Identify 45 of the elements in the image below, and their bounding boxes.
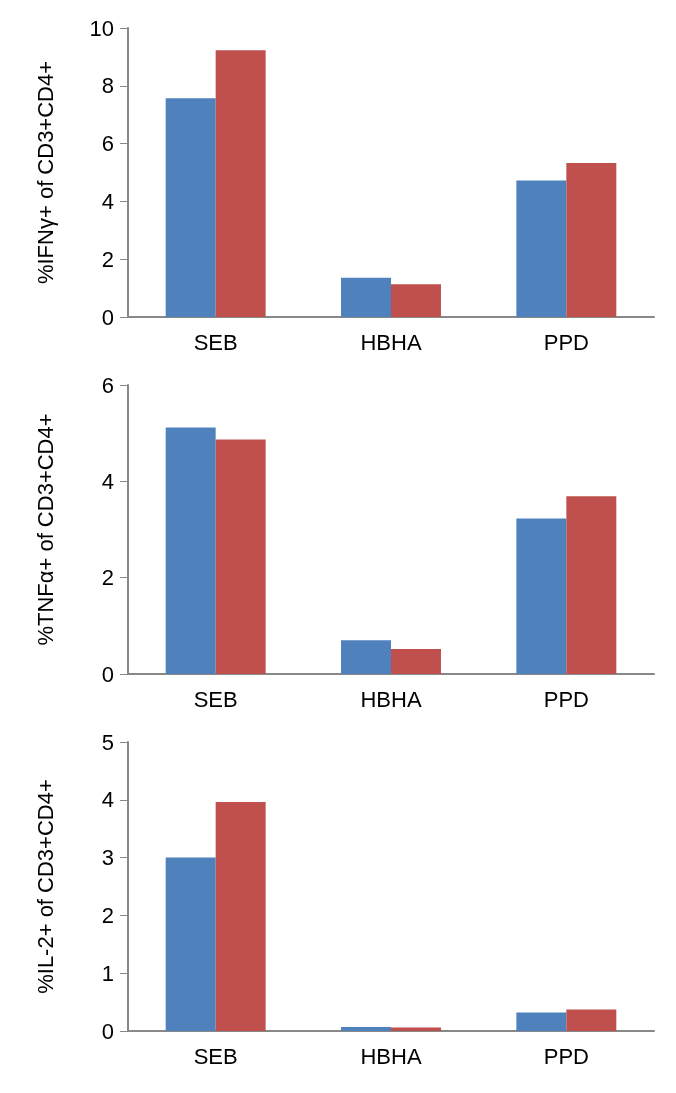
x-tick-label: SEB <box>193 686 238 712</box>
bar <box>391 284 441 317</box>
x-tick-label: HBHA <box>360 329 422 355</box>
y-tick-label: 0 <box>101 1018 114 1044</box>
y-tick-label: 10 <box>89 15 114 41</box>
y-tick-label: 1 <box>101 960 114 986</box>
x-tick-label: PPD <box>543 1043 589 1069</box>
bar <box>165 857 216 1031</box>
bar <box>341 640 391 674</box>
y-tick-label: 2 <box>101 246 114 272</box>
bar <box>215 439 266 674</box>
y-tick-label: 5 <box>101 729 114 755</box>
x-tick-label: HBHA <box>360 1043 422 1069</box>
y-tick-label: 0 <box>101 304 114 330</box>
x-tick-label: SEB <box>193 1043 238 1069</box>
bar <box>516 1012 567 1031</box>
y-axis-title: %TNFα+ of CD3+CD4+ <box>32 413 58 646</box>
y-axis-title: %IL-2+ of CD3+CD4+ <box>32 779 58 994</box>
bar <box>341 1026 391 1031</box>
x-tick-label: PPD <box>543 686 589 712</box>
y-tick-label: 0 <box>101 661 114 687</box>
bar <box>391 648 441 674</box>
bar <box>566 1009 617 1031</box>
y-tick-label: 2 <box>101 565 114 591</box>
y-tick-label: 6 <box>101 131 114 157</box>
bar <box>516 518 567 674</box>
bar <box>165 427 216 674</box>
y-axis-title: %IFNγ+ of CD3+CD4+ <box>32 60 58 285</box>
y-tick-label: 4 <box>101 787 114 813</box>
y-tick-label: 8 <box>101 73 114 99</box>
x-tick-label: PPD <box>543 329 589 355</box>
y-tick-label: 4 <box>101 188 114 214</box>
y-tick-label: 3 <box>101 845 114 871</box>
bar <box>341 277 391 317</box>
bar <box>566 496 617 674</box>
x-tick-label: HBHA <box>360 686 422 712</box>
y-tick-label: 4 <box>101 468 114 494</box>
bar <box>165 98 216 317</box>
x-tick-label: SEB <box>193 329 238 355</box>
bar <box>215 50 266 317</box>
bar <box>516 180 567 317</box>
y-tick-label: 2 <box>101 902 114 928</box>
y-tick-label: 6 <box>101 372 114 398</box>
bar <box>215 802 266 1031</box>
bar <box>566 162 617 317</box>
